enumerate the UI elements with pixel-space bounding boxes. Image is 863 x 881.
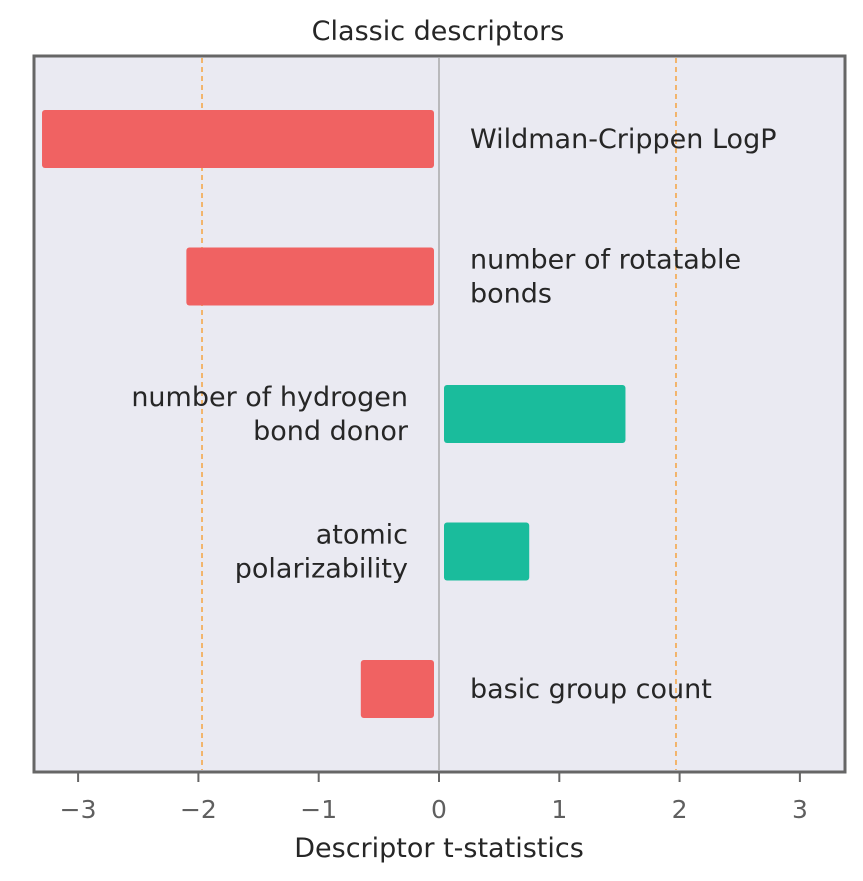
x-tick-label: 3 — [792, 795, 808, 824]
bar-label-line: atomic — [316, 520, 408, 551]
bar-label-line: polarizability — [235, 554, 408, 585]
bar-4 — [444, 522, 530, 581]
bar-label-line: basic group count — [470, 674, 712, 705]
bar-label-2: number of rotatable bonds — [470, 245, 741, 310]
bar-label-line: number of rotatable — [470, 245, 741, 276]
bar-5 — [360, 660, 434, 718]
bar-label-line: bonds — [470, 279, 552, 310]
bar-1 — [42, 110, 434, 168]
bar-label-1: Wildman-Crippen LogP — [470, 124, 777, 155]
x-tick-label: 2 — [672, 795, 688, 824]
bar-label-line: number of hydrogen — [131, 382, 408, 413]
bar-3 — [444, 385, 626, 443]
x-tick-label: −3 — [60, 795, 97, 824]
x-tick-label: 1 — [551, 795, 567, 824]
x-tick-label: −1 — [300, 795, 337, 824]
chart-title: Classic descriptors — [312, 16, 565, 47]
bar-label-line: bond donor — [253, 416, 409, 447]
bar-label-4: atomic polarizability — [235, 520, 408, 585]
bar-label-3: number of hydrogen bond donor — [131, 382, 409, 447]
x-tick-label: −2 — [180, 795, 217, 824]
bar-2 — [186, 247, 434, 306]
x-axis-label: Descriptor t-statistics — [294, 833, 584, 864]
bar-label-5: basic group count — [470, 674, 712, 705]
bar-label-line: Wildman-Crippen LogP — [470, 124, 777, 155]
x-tick-label: 0 — [431, 795, 447, 824]
